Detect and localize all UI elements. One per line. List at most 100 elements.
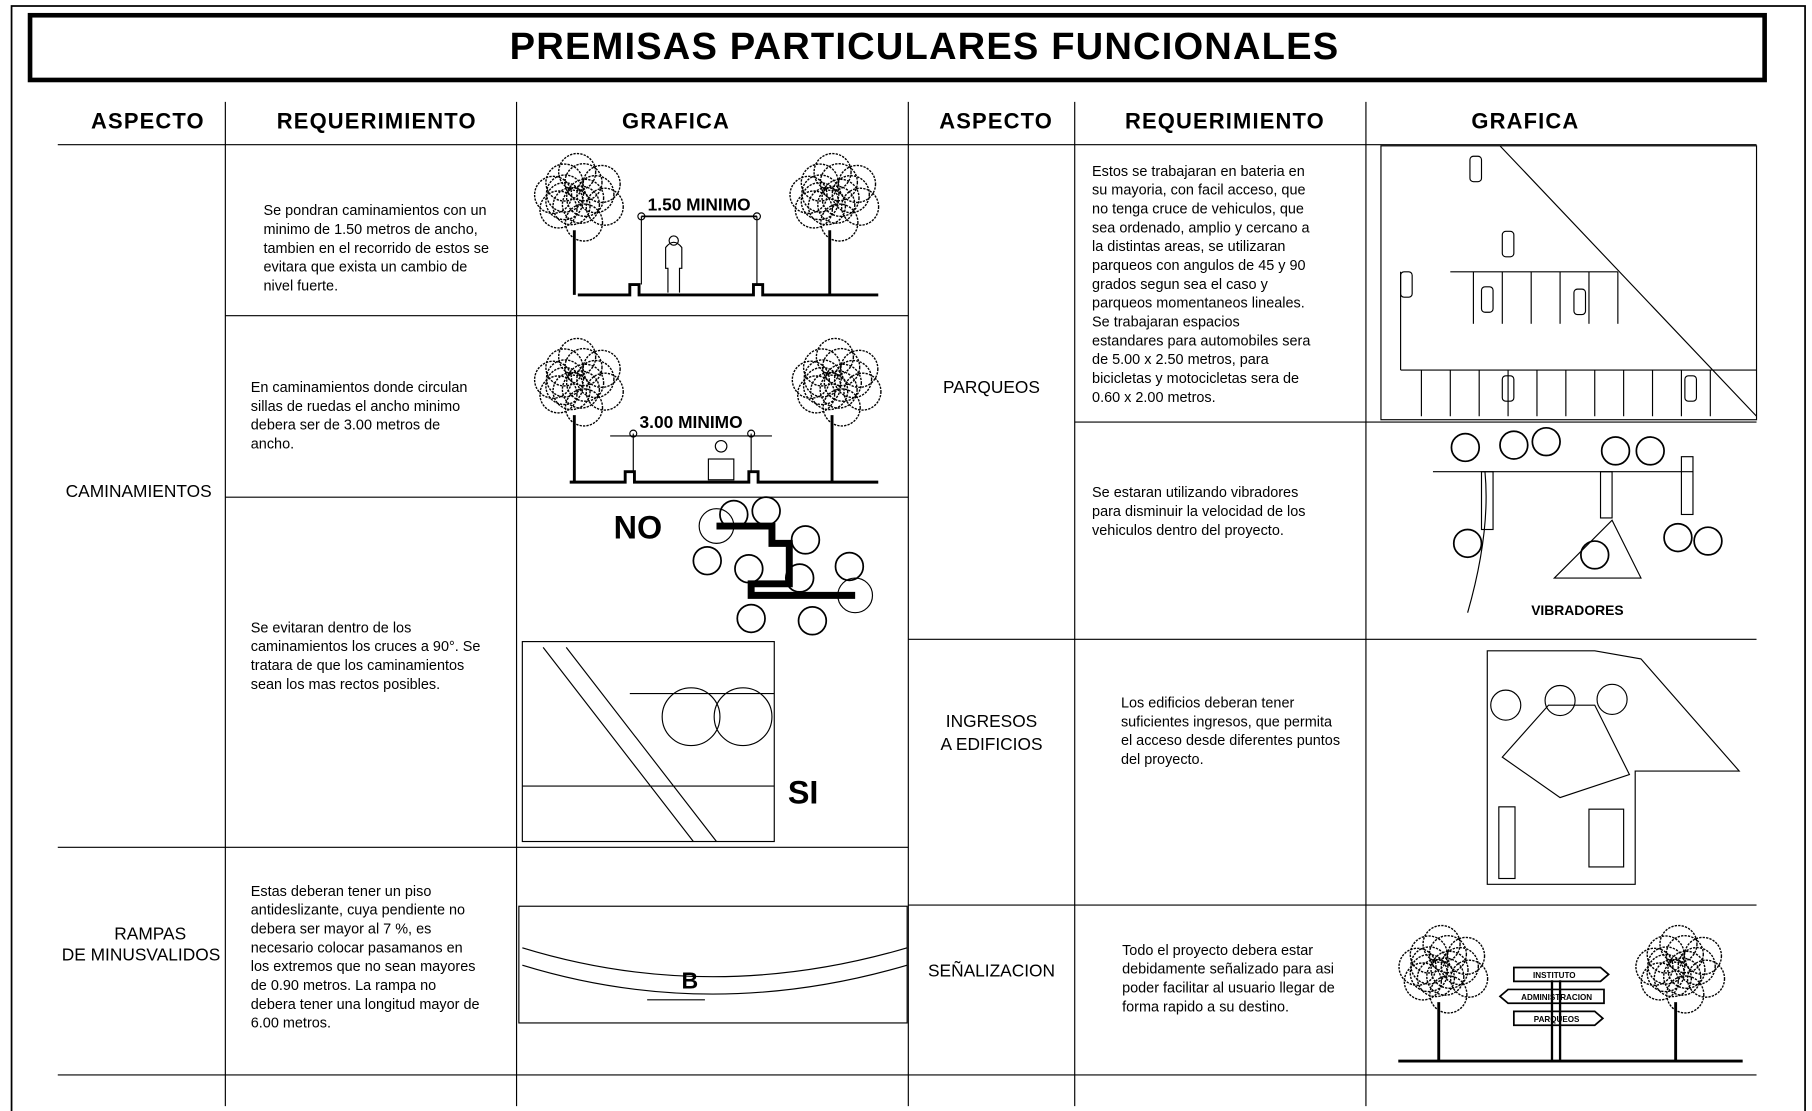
tree-canopy bbox=[1422, 924, 1461, 964]
requirement-line: tratara de que los caminamientos bbox=[251, 658, 464, 674]
header: ASPECTO bbox=[91, 109, 205, 134]
sign-label: ADMINISTRACION bbox=[1521, 993, 1592, 1002]
graphic-label: NO bbox=[614, 510, 663, 546]
tree-canopy bbox=[791, 360, 830, 399]
header: REQUERIMIENTO bbox=[1125, 109, 1325, 134]
tree-canopy bbox=[1449, 959, 1489, 998]
bush bbox=[784, 563, 815, 593]
tree-canopy bbox=[1686, 959, 1726, 998]
tree-canopy bbox=[1440, 946, 1479, 986]
aspect: A EDIFICIOS bbox=[940, 734, 1042, 754]
tree-canopy bbox=[576, 174, 615, 214]
requirement-line: tambien en el recorrido de estos se bbox=[263, 241, 489, 257]
bush bbox=[834, 551, 865, 582]
tree-canopy bbox=[1429, 975, 1468, 1014]
tree-canopy bbox=[817, 185, 856, 224]
bush bbox=[1499, 430, 1529, 460]
bush bbox=[1450, 432, 1481, 463]
tree-canopy bbox=[1398, 947, 1437, 986]
tree-canopy bbox=[557, 337, 597, 377]
bush bbox=[719, 499, 749, 530]
requirement-line: la distintas areas, se utilizaran bbox=[1092, 239, 1285, 255]
bush bbox=[1580, 540, 1610, 570]
tree-canopy bbox=[1428, 934, 1468, 974]
tree-canopy bbox=[1647, 946, 1686, 985]
requirement: Se pondran caminamientos con un minimo de… bbox=[263, 203, 489, 294]
requirement-line: Se estaran utilizando vibradores bbox=[1092, 485, 1298, 501]
tree-canopy bbox=[819, 163, 859, 202]
requirement-line: de 5.00 x 2.50 metros, para bbox=[1092, 352, 1270, 368]
graphics bbox=[518, 145, 1758, 1063]
requirement-line: el acceso desde diferentes puntos bbox=[1121, 733, 1340, 749]
requirement-line: bicicletas y motocicletas sera de bbox=[1092, 371, 1299, 387]
tree-canopy bbox=[801, 174, 840, 213]
tree-canopy bbox=[1635, 947, 1674, 986]
car bbox=[1573, 288, 1587, 316]
tree-canopy bbox=[821, 178, 860, 218]
requirement-line: caminamientos los cruces a 90°. Se bbox=[251, 639, 481, 655]
requirement-line: Todo el proyecto debera estar bbox=[1122, 943, 1313, 959]
requirement-line: ancho. bbox=[251, 436, 294, 452]
tree-canopy bbox=[815, 337, 855, 377]
aspect: PARQUEOS bbox=[943, 377, 1040, 397]
bush bbox=[1635, 436, 1665, 466]
requirement-line: parqueos momentaneos lineales. bbox=[1092, 296, 1305, 312]
header: ASPECTO bbox=[939, 109, 1053, 134]
page-frame bbox=[10, 5, 1806, 1111]
tree-canopy bbox=[1677, 946, 1716, 986]
requirement-line: forma rapido a su destino. bbox=[1122, 999, 1289, 1015]
bush bbox=[797, 606, 828, 636]
tree-canopy bbox=[820, 203, 859, 242]
requirement-line: debera ser mayor al 7 %, es bbox=[251, 922, 432, 938]
tree-canopy bbox=[1409, 935, 1448, 974]
tree-canopy bbox=[564, 347, 603, 387]
graphic-label: 1.50 MINIMO bbox=[648, 195, 751, 215]
requirement-line: evitara que exista un cambio de bbox=[263, 260, 467, 276]
tree-canopy bbox=[1666, 975, 1705, 1014]
requirement-line: los extremos que no sean mayores bbox=[251, 959, 476, 975]
tree-canopy bbox=[533, 360, 573, 399]
bush bbox=[790, 525, 821, 555]
car bbox=[1469, 155, 1483, 183]
graphic-label: VIBRADORES bbox=[1531, 602, 1623, 618]
tree-canopy bbox=[843, 372, 882, 411]
graphic-label: 3.00 MINIMO bbox=[640, 412, 743, 432]
tree-canopy bbox=[545, 359, 585, 398]
tree-canopy bbox=[822, 388, 861, 427]
requirement-line: sea ordenado, amplio y cercano a bbox=[1092, 220, 1310, 236]
requirement: En caminamientos donde circulan sillas de… bbox=[251, 380, 468, 453]
tree-canopy bbox=[1640, 962, 1679, 1001]
tree-canopy bbox=[1403, 962, 1443, 1001]
tree-canopy bbox=[840, 187, 880, 226]
tree-canopy bbox=[585, 372, 624, 411]
header: GRAFICA bbox=[622, 109, 730, 134]
tree-canopy bbox=[810, 371, 849, 411]
tree-canopy bbox=[1665, 934, 1704, 974]
bush bbox=[751, 496, 781, 526]
bush bbox=[1531, 426, 1561, 457]
tree-canopy bbox=[800, 163, 839, 202]
requirement-line: poder facilitar al usuario llegar de bbox=[1122, 980, 1335, 996]
requirement-line: estandares para automobiles sera bbox=[1092, 333, 1311, 349]
requirement-line: debidamente señalizado para asi bbox=[1122, 962, 1334, 978]
requirement-line: minimo de 1.50 metros de ancho, bbox=[263, 222, 477, 238]
requirement: Estos se trabajaran en bateria en su mayo… bbox=[1092, 164, 1311, 406]
requirement-line: Se pondran caminamientos con un bbox=[263, 203, 486, 219]
tree-canopy bbox=[803, 359, 842, 398]
tree-canopy bbox=[545, 174, 585, 213]
requirement: Estas deberan tener un piso antideslizant… bbox=[251, 884, 480, 1032]
tree-canopy bbox=[833, 359, 873, 399]
tree-canopy bbox=[1646, 935, 1685, 974]
bush bbox=[734, 554, 764, 584]
requirement-line: nivel fuerte. bbox=[263, 279, 338, 295]
car bbox=[1684, 375, 1698, 402]
requirement: Todo el proyecto debera estar debidamente… bbox=[1122, 943, 1335, 1016]
tree-canopy bbox=[1663, 957, 1702, 996]
tree-canopy bbox=[564, 388, 604, 427]
requirement-line: sillas de ruedas el ancho minimo bbox=[251, 399, 460, 415]
tree-canopy bbox=[1659, 924, 1698, 964]
requirement: Se estaran utilizando vibradores para dis… bbox=[1092, 485, 1305, 539]
aspect: CAMINAMIENTOS bbox=[66, 481, 212, 501]
car bbox=[1501, 230, 1515, 258]
